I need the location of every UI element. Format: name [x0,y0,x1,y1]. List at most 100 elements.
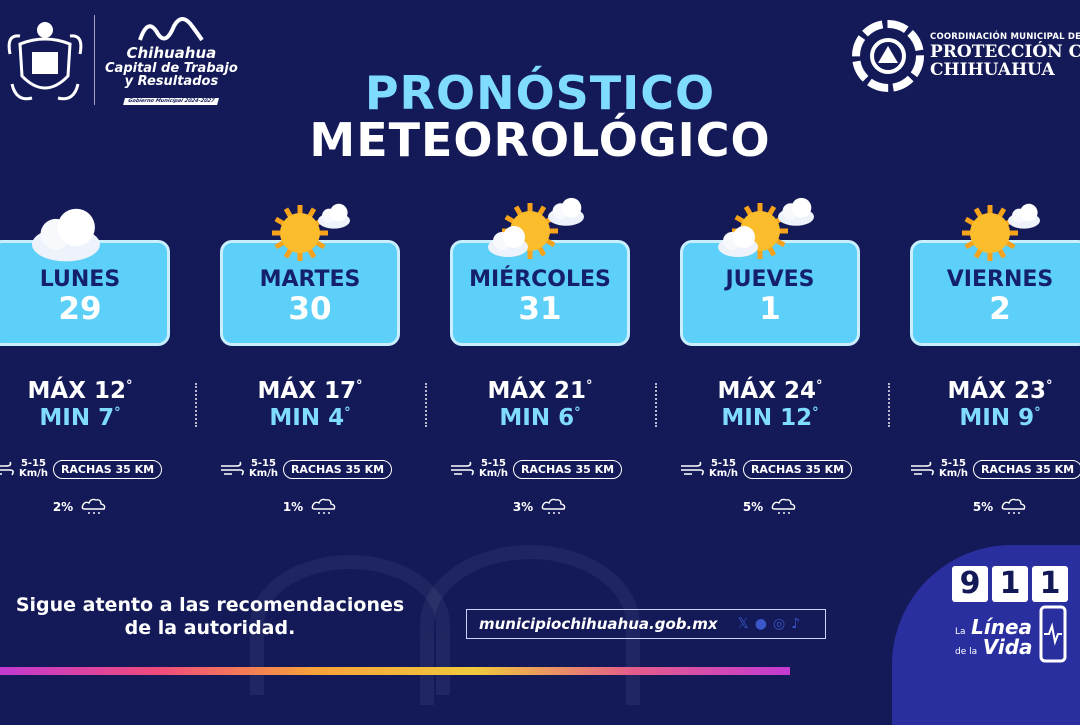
max-value: MÁX 23 [947,378,1046,404]
coat-of-arms-icon [7,22,83,101]
brand-mountains-icon [138,17,205,42]
degree-symbol: ° [344,405,351,421]
rain-percent: 2% [52,500,74,514]
cloudy-icon [32,208,100,262]
max-temp: MÁX 24° [670,378,870,404]
agency-name: PROTECCIÓN C [930,42,1080,63]
title-line-1: PRONÓSTICO [364,66,716,120]
gust-badge: RACHAS 35 KM [52,459,163,479]
civil-protection-logo: COORDINACIÓN MUNICIPAL DE PROTECCIÓN C C… [852,20,1080,92]
rain-chance: 3% [440,497,640,517]
color-stripe [0,667,790,675]
degree-symbol: ° [574,405,581,421]
instagram-icon[interactable]: ◎ [773,616,786,632]
min-temp: MIN 4° [210,405,410,431]
website-link[interactable]: municipiochihuahua.gob.mx [479,615,718,633]
min-temp: MIN 9° [900,405,1080,431]
max-temp: MÁX 17° [210,378,410,404]
rain-percent: 3% [512,500,534,514]
rain-cloud-icon [541,498,566,514]
degree-symbol: ° [1045,378,1053,394]
wind-speed: 5-15 [480,458,506,469]
agency-subtitle: COORDINACIÓN MUNICIPAL DE [930,32,1080,43]
wind-icon [911,461,934,476]
day-date: 29 [58,291,102,327]
wind-info: 5-15 Km/h RACHAS 35 KM [0,459,180,479]
rain-chance: 1% [210,497,410,517]
wind-unit: Km/h [939,468,968,479]
day-name: VIERNES [946,267,1054,292]
day-date: 30 [288,291,332,327]
max-temp: MÁX 12° [0,378,180,404]
wind-speed: 5-15 [250,458,276,469]
partly-cloudy-icon [718,197,814,259]
max-value: MÁX 12 [27,378,126,404]
max-value: MÁX 21 [487,378,586,404]
digit: 1 [1032,566,1068,602]
max-temp: MÁX 21° [440,378,640,404]
title-line-2: METEOROLÓGICO [309,113,771,167]
max-temp: MÁX 23° [900,378,1080,404]
degree-symbol: ° [585,378,593,394]
gust-badge: RACHAS 35 KM [282,459,393,479]
brand-slogan-1: Capital de Trabajo [105,60,238,76]
wind-icon [221,461,244,476]
max-value: MÁX 17 [257,378,356,404]
separator [655,383,657,427]
brand-slogan-2: y Resultados [124,74,219,90]
wind-unit: Km/h [249,468,278,479]
wind-speed: 5-15 [20,458,46,469]
advice-text: Sigue atento a las recomendaciones de la… [0,594,420,640]
rain-cloud-icon [311,498,336,514]
rain-cloud-icon [1001,498,1026,514]
min-temp: MIN 12° [670,405,870,431]
separator [195,383,197,427]
x-icon[interactable]: 𝕏 [737,616,749,632]
advice-line-1: Sigue atento a las recomendaciones [15,594,405,616]
advice-line-2: de la autoridad. [124,616,296,639]
wind-unit: Km/h [19,468,48,479]
min-temp: MIN 7° [0,405,180,431]
wind-info: 5-15 Km/h RACHAS 35 KM [450,459,640,479]
rain-cloud-icon [771,498,796,514]
rain-chance: 5% [670,497,870,517]
degree-symbol: ° [1034,405,1041,421]
digit: 1 [992,566,1028,602]
day-date: 2 [989,291,1011,327]
rain-percent: 1% [282,500,304,514]
facebook-icon[interactable]: ● [754,616,767,632]
degree-symbol: ° [815,378,823,394]
day-date: 31 [518,291,562,327]
linea-text: Línea [971,615,1033,639]
digit: 9 [952,566,988,602]
municipal-logo: Chihuahua Capital de Trabajo y Resultado… [6,14,238,106]
min-value: MIN 6 [499,405,575,431]
gust-badge: RACHAS 35 KM [512,459,623,479]
min-value: MIN 12 [721,405,813,431]
phone-icon [1039,605,1067,663]
tiktok-icon[interactable]: ♪ [791,616,801,632]
degree-symbol: ° [355,378,363,394]
civil-protection-emblem-icon [852,20,924,92]
separator [888,383,890,427]
vida-text: Vida [982,635,1033,659]
day-name: MARTES [259,267,361,292]
min-temp: MIN 6° [440,405,640,431]
hotline-911: 9 1 1 [952,566,1068,602]
brand-name: Chihuahua [126,43,217,62]
wind-speed: 5-15 [940,458,966,469]
website-box: municipiochihuahua.gob.mx 𝕏 ● ◎ ♪ [466,609,826,639]
wind-speed: 5-15 [710,458,736,469]
degree-symbol: ° [114,405,121,421]
wind-info: 5-15 Km/h RACHAS 35 KM [680,459,870,479]
wind-unit: Km/h [709,468,738,479]
rain-chance: 2% [0,497,180,517]
min-value: MIN 7 [39,405,115,431]
min-value: MIN 9 [959,405,1035,431]
rain-percent: 5% [972,500,994,514]
day-name: LUNES [39,267,121,292]
linea-de-la-vida: La Línea de la Vida [955,617,1033,657]
day-card: JUEVES 1 [680,240,860,346]
partly-cloudy-icon [488,197,584,259]
wind-icon [451,461,474,476]
